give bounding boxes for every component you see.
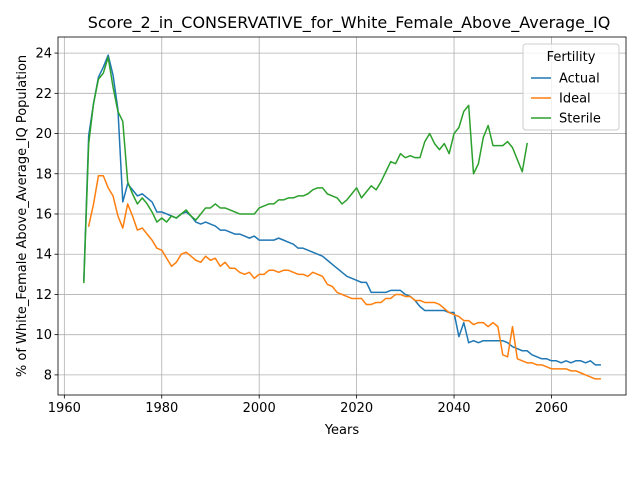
x-tick-label: 2040: [437, 401, 470, 416]
y-tick-label: 20: [35, 127, 52, 142]
series-lines: [83, 54, 601, 380]
legend-title: Fertility: [547, 50, 596, 65]
x-tick-label: 1960: [48, 401, 81, 416]
y-tick-label: 10: [35, 328, 52, 343]
y-tick-label: 22: [35, 87, 52, 102]
legend-box: [522, 43, 620, 131]
y-tick-label: 24: [35, 47, 52, 62]
grid: [58, 37, 626, 395]
series-line-actual: [83, 54, 601, 366]
series-line-ideal: [87, 175, 601, 380]
x-tick-label: 2000: [243, 401, 276, 416]
legend-label-sterile: Sterile: [559, 112, 601, 127]
legend: Fertility Actual Ideal Sterile: [522, 43, 620, 131]
legend-label-ideal: Ideal: [559, 92, 591, 107]
y-axis: 8 10 12 14 16 18 20 22 24: [35, 47, 58, 383]
x-axis-label: Years: [324, 423, 360, 438]
y-tick-label: 8: [44, 368, 52, 383]
x-tick-label: 2060: [535, 401, 568, 416]
x-tick-label: 2020: [340, 401, 373, 416]
y-tick-label: 16: [35, 207, 52, 222]
series-line-sterile: [83, 56, 528, 284]
chart-title: Score_2_in_CONSERVATIVE_for_White_Female…: [88, 13, 611, 33]
plot-frame: [57, 36, 627, 396]
x-axis: 1960 1980 2000 2020 2040 2060: [48, 395, 568, 416]
y-axis-label: % of White_Female Above_Average_IQ Popul…: [15, 55, 30, 377]
x-tick-label: 1980: [145, 401, 178, 416]
y-tick-label: 18: [35, 167, 52, 182]
y-tick-label: 14: [35, 248, 52, 263]
legend-label-actual: Actual: [559, 72, 600, 87]
y-tick-label: 12: [35, 288, 52, 303]
